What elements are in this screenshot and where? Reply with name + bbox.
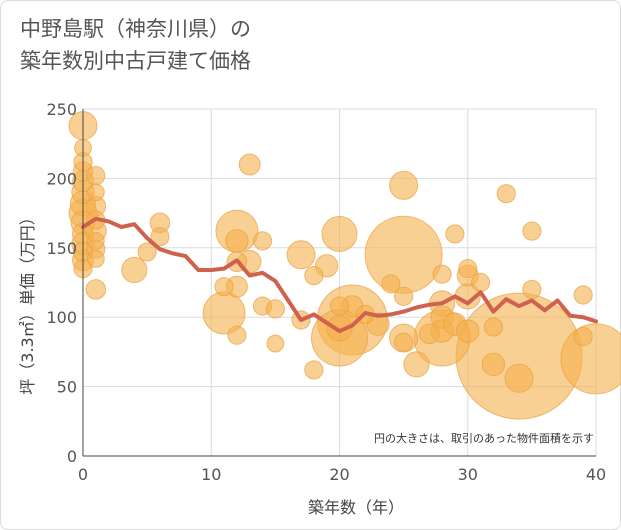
bubble-point bbox=[304, 265, 324, 286]
y-axis-label: 坪（3.3㎡）単価（万円） bbox=[18, 209, 37, 394]
bubble-point bbox=[483, 317, 503, 337]
y-tick-label: 100 bbox=[46, 308, 77, 327]
bubble-point bbox=[321, 215, 358, 252]
bubble-point bbox=[326, 315, 353, 342]
bubble-point bbox=[496, 184, 516, 204]
x-tick-label: 40 bbox=[586, 465, 606, 484]
chart-title-line-2: 築年数別中古戸建て価格 bbox=[20, 48, 251, 73]
chart-title: 中野島駅（神奈川県）の 築年数別中古戸建て価格 bbox=[20, 14, 251, 77]
bubble-point bbox=[573, 285, 593, 305]
y-tick-label: 150 bbox=[46, 239, 77, 258]
bubble-point bbox=[329, 296, 350, 316]
bubble-point bbox=[86, 231, 105, 250]
x-tick-label: 20 bbox=[329, 465, 349, 484]
bubble-point bbox=[394, 286, 414, 306]
y-tick-label: 200 bbox=[46, 169, 77, 188]
average-line-series bbox=[81, 216, 598, 334]
bubble-point bbox=[432, 264, 452, 284]
bubble-point bbox=[121, 256, 148, 284]
y-tick-label: 250 bbox=[46, 100, 77, 119]
bubble-point bbox=[86, 250, 105, 268]
tick-labels: 0 50 100 150 200 250 0 10 20 30 40 bbox=[46, 100, 606, 484]
bubble-point bbox=[445, 224, 465, 244]
y-tick-label: 0 bbox=[67, 447, 77, 466]
bubble-point bbox=[504, 363, 534, 393]
bubble-point bbox=[304, 360, 324, 380]
bubble-point bbox=[238, 153, 261, 176]
bubble-point bbox=[481, 352, 506, 377]
bubble-point bbox=[86, 183, 105, 202]
x-tick-label: 0 bbox=[78, 465, 88, 484]
axes bbox=[82, 109, 596, 457]
bubble-point bbox=[389, 170, 419, 200]
x-tick-label: 10 bbox=[201, 465, 221, 484]
bubble-point bbox=[214, 277, 234, 297]
bubble-point bbox=[403, 351, 430, 378]
bubble-point bbox=[137, 242, 157, 262]
bubble-point bbox=[470, 272, 491, 293]
bubble-point bbox=[265, 299, 285, 319]
bubble-point bbox=[86, 166, 106, 186]
bubble-point bbox=[458, 259, 478, 279]
bubble-series bbox=[68, 111, 621, 420]
bubble-point bbox=[227, 325, 247, 345]
x-tick-label: 30 bbox=[458, 465, 478, 484]
bubble-point bbox=[225, 229, 249, 253]
chart-title-line-1: 中野島駅（神奈川県）の bbox=[20, 17, 251, 41]
bubble-point bbox=[418, 323, 440, 345]
bubble-point bbox=[381, 274, 401, 294]
bubble-point bbox=[266, 334, 285, 353]
average-price-line bbox=[81, 216, 598, 334]
bubble-point bbox=[456, 319, 480, 343]
bubble-point bbox=[522, 279, 542, 300]
bubble-point bbox=[286, 240, 316, 270]
bubble-size-note: 円の大きさは、取引のあった物件面積を示す bbox=[374, 431, 594, 445]
bubble-point bbox=[573, 327, 593, 347]
bubble-point bbox=[252, 231, 273, 251]
bubble-point bbox=[364, 215, 443, 294]
bubble-point bbox=[85, 279, 107, 300]
bubble-point bbox=[150, 227, 170, 247]
bubble-point bbox=[394, 332, 414, 352]
bubble-point bbox=[522, 221, 542, 241]
y-tick-label: 50 bbox=[57, 378, 77, 397]
x-axis-label: 築年数（年） bbox=[308, 498, 404, 517]
